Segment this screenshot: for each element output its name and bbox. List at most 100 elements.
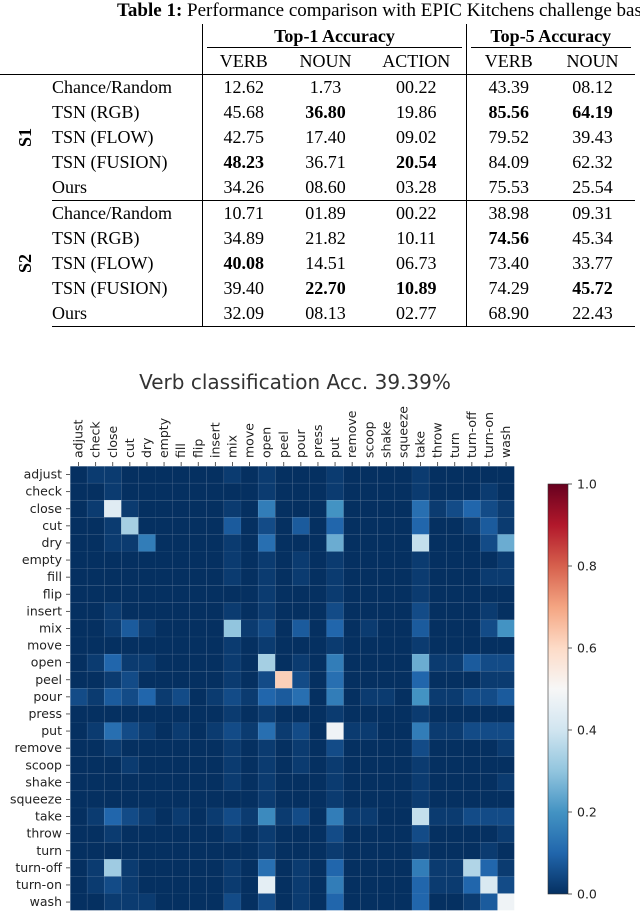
heatmap-cell [103,465,122,484]
column-tick-label: dry [139,437,154,458]
heatmap-cell [138,568,156,586]
column-tick-label: turn-on [481,412,496,458]
heatmap-cell [326,636,344,655]
heatmap-cell [445,517,464,535]
heatmap-cell [69,790,88,809]
heatmap-cell [480,465,498,484]
heatmap-cell [155,756,173,775]
table-cell: 02.77 [366,301,467,327]
heatmap-cell [223,739,242,757]
heatmap-cell [274,739,293,757]
heatmap-cell [292,841,310,860]
heatmap-cell [292,551,310,569]
heatmap-cell [377,585,396,604]
heatmap-cell [377,517,396,535]
heatmap-cell [326,619,344,638]
table-cell: 09.02 [396,127,437,147]
heatmap-cell [326,893,344,911]
heatmap-cell [463,722,481,740]
heatmap-cell [189,756,208,775]
heatmap-cell [360,841,379,860]
heatmap-cell [103,807,122,826]
heatmap-cell [223,807,242,826]
heatmap-cell [411,517,430,535]
heatmap-cell [411,653,430,672]
heatmap-cell [103,534,122,552]
heatmap-cell [86,551,105,569]
heatmap-cell [326,602,344,621]
heatmap-cell [445,534,464,552]
heatmap-cell [121,756,139,775]
table-cell: 42.75 [202,125,285,150]
heatmap-cell [172,619,190,638]
heatmap-cell [292,602,310,621]
heatmap-cell [309,499,327,518]
heatmap-cell [274,756,293,775]
heatmap-cell [223,841,242,860]
heatmap-cell [428,722,447,740]
heatmap-cell [411,670,430,689]
heatmap-cell [480,824,498,843]
heatmap-cell [360,619,379,638]
heatmap-cell [69,636,88,655]
heatmap-cell [377,499,396,518]
heatmap-cell [206,670,225,689]
heatmap-cell [343,739,361,757]
heatmap-cell [138,688,156,706]
heatmap-cell [138,876,156,894]
heatmap-cell [155,773,173,792]
table-row: TSN (FUSION) 39.40 22.70 10.89 74.29 45.72 [0,276,635,301]
heatmap-cell [428,670,447,689]
heatmap-cell [274,499,293,518]
row-tick-label: shake [25,774,62,789]
heatmap-cell [480,482,498,501]
heatmap-cell [309,602,327,621]
heatmap-cell [326,568,344,586]
heatmap-cell [257,568,276,586]
heatmap-cell [86,499,105,518]
heatmap-cell [411,893,430,911]
heatmap-cell [103,893,122,911]
heatmap-cell [428,739,447,757]
heatmap-cell [86,653,105,672]
heatmap-cell [257,688,276,706]
heatmap-cell [428,841,447,860]
heatmap-cell [343,756,361,775]
heatmap-cell [172,636,190,655]
heatmap-cell [445,722,464,740]
table-cell: 48.23 [202,150,285,175]
heatmap-cell [360,602,379,621]
table-cell: 79.52 [466,125,551,150]
heatmap-cell [274,551,293,569]
heatmap-cell [206,807,225,826]
row-tick-label: scoop [25,757,62,772]
table-cell: 19.86 [396,102,437,122]
heatmap-cell [69,773,88,792]
heatmap-cell [411,688,430,706]
heatmap-cell [155,465,173,484]
heatmap-cell [394,807,413,826]
heatmap-cell [172,653,190,672]
heatmap-cell [445,859,464,877]
group-label: S1 [15,128,36,148]
heatmap-cell [463,876,481,894]
column-header: VERB [466,49,551,75]
heatmap-cell [411,482,430,501]
heatmap-cell [223,859,242,877]
heatmap-cell [428,893,447,911]
heatmap-cell [103,653,122,672]
table-cell: 10.11 [396,228,437,248]
heatmap-cell [121,739,139,757]
heatmap-cell [172,517,190,535]
heatmap-cell [497,568,515,586]
heatmap-cell [206,705,225,723]
heatmap-cell [309,807,327,826]
heatmap-cell [343,841,361,860]
heatmap-cell [121,482,139,501]
heatmap-cell [223,876,242,894]
heatmap-cell [377,705,396,723]
heatmap-cell [480,619,498,638]
heatmap-cell [172,841,190,860]
heatmap-cell [189,876,208,894]
heatmap-cell [377,807,396,826]
